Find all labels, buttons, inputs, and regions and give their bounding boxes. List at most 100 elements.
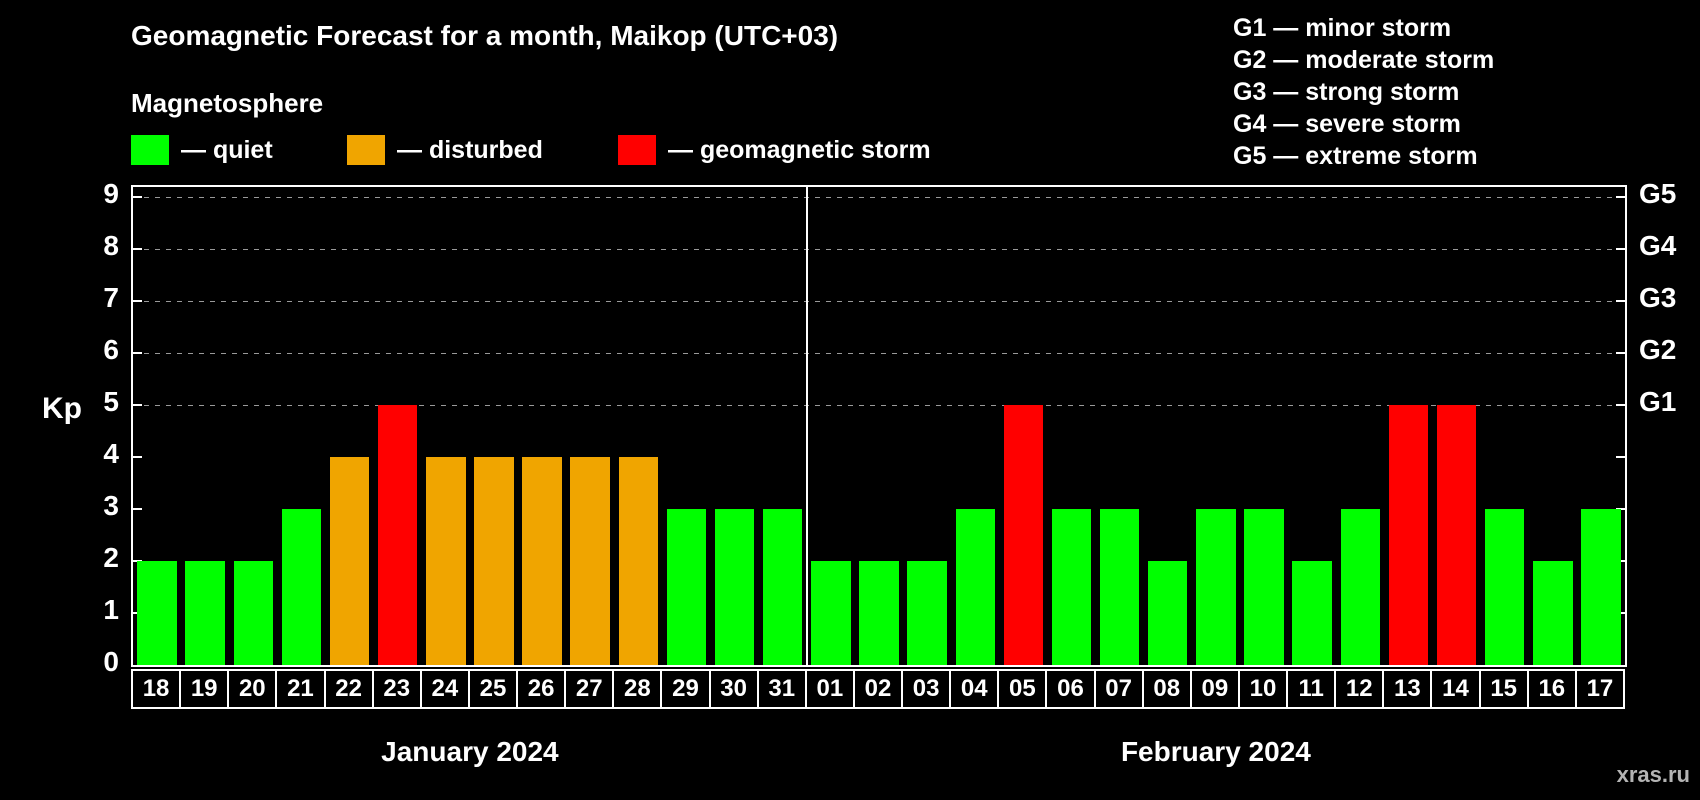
kp-bar-day-11: [1292, 561, 1332, 665]
kp-bar-day-21: [281, 509, 322, 665]
g-legend-line: G4 — severe storm: [1233, 110, 1461, 138]
day-label: 17: [1574, 669, 1625, 709]
g-legend-line: G1 — minor storm: [1233, 14, 1452, 42]
y-tick-label: 7: [103, 282, 119, 314]
gridline-kp-6: [133, 353, 1625, 355]
kp-bar-day-29: [666, 509, 707, 665]
kp-bar-day-24: [426, 457, 466, 665]
kp-bar-day-18: [137, 561, 177, 665]
month-separator: [805, 187, 808, 665]
g-scale-label: G4: [1639, 230, 1677, 262]
y-tick: [1616, 352, 1625, 355]
kp-bar-day-25: [474, 457, 514, 665]
day-label: 18: [131, 669, 182, 709]
y-tick: [133, 404, 142, 407]
y-tick: [133, 300, 142, 303]
y-tick: [133, 352, 142, 355]
day-label: 30: [708, 669, 759, 709]
y-tick: [133, 560, 142, 563]
kp-bar-day-30: [714, 509, 755, 665]
plot-area: [131, 185, 1627, 667]
day-label: 01: [804, 669, 855, 709]
day-label: 12: [1334, 669, 1385, 709]
y-tick-label: 0: [103, 646, 119, 677]
kp-bar-day-09: [1196, 509, 1236, 665]
kp-bar-day-12: [1340, 509, 1380, 665]
day-label: 04: [949, 669, 1000, 709]
y-tick-label: 5: [103, 386, 119, 418]
day-label: 03: [901, 669, 952, 709]
y-tick: [1616, 300, 1625, 303]
y-tick: [1616, 456, 1625, 459]
day-label: 09: [1189, 669, 1240, 709]
x-axis-day-labels: 18 19 20 21 22 23 24 25 26 27 28 29 30 31 01 02 03 04 05 06…: [131, 669, 1627, 709]
legend-swatch-quiet: [131, 135, 169, 165]
kp-bar-day-26: [522, 457, 562, 665]
y-tick: [133, 196, 142, 199]
y-tick-label: 3: [103, 490, 119, 522]
g-legend-line: G5 — extreme storm: [1233, 142, 1478, 170]
y-tick: [1616, 508, 1625, 511]
y-tick-label: 8: [103, 230, 119, 262]
kp-bar-day-31: [763, 509, 803, 665]
kp-bar-day-10: [1244, 509, 1284, 665]
day-label: 26: [516, 669, 567, 709]
day-label: 13: [1382, 669, 1433, 709]
kp-bar-day-02: [859, 561, 899, 665]
day-label: 08: [1141, 669, 1192, 709]
y-tick-label: 1: [103, 594, 119, 626]
kp-bar-day-23: [377, 405, 418, 665]
kp-bar-day-15: [1484, 509, 1525, 665]
kp-bar-day-03: [907, 561, 947, 665]
y-tick: [1616, 248, 1625, 251]
month-label: January 2024: [381, 736, 559, 767]
kp-bar-day-01: [811, 561, 851, 665]
chart-title: Geomagnetic Forecast for a month, Maikop…: [131, 20, 839, 51]
day-label: 21: [275, 669, 326, 709]
day-label: 11: [1286, 669, 1337, 709]
day-label: 10: [1237, 669, 1289, 709]
legend-item-disturbed: — disturbed: [347, 134, 543, 166]
kp-bar-day-13: [1388, 405, 1429, 665]
day-label: 07: [1093, 669, 1144, 709]
legend-swatch-storm: [618, 135, 656, 165]
kp-bar-day-17: [1581, 509, 1621, 665]
y-tick-label: 9: [103, 178, 119, 210]
y-tick: [1616, 196, 1625, 199]
day-label: 15: [1478, 669, 1529, 709]
y-tick-label: 4: [103, 438, 119, 470]
day-label: 29: [660, 669, 711, 709]
day-label: 02: [852, 669, 904, 709]
g-scale-label: G1: [1639, 386, 1677, 418]
day-label: 06: [1045, 669, 1096, 709]
day-label: 28: [612, 669, 663, 709]
day-label: 22: [323, 669, 374, 709]
kp-bar-day-16: [1533, 561, 1573, 665]
g-scale-label: G2: [1639, 334, 1677, 366]
day-label: 16: [1526, 669, 1577, 709]
y-tick: [133, 508, 142, 511]
y-tick: [133, 248, 142, 251]
day-label: 19: [179, 669, 230, 709]
day-label: 05: [997, 669, 1048, 709]
kp-bar-day-14: [1436, 405, 1477, 665]
legend-swatch-disturbed: [347, 135, 385, 165]
day-label: 14: [1430, 669, 1481, 709]
gridline-kp-5: [133, 405, 1625, 407]
y-tick-label: 6: [103, 334, 119, 366]
day-label: 20: [227, 669, 278, 709]
legend-item-quiet: — quiet: [131, 134, 273, 166]
g-legend-line: G3 — strong storm: [1233, 78, 1460, 106]
kp-bar-day-28: [618, 457, 659, 665]
g-scale-label: G3: [1639, 282, 1677, 314]
y-axis-title: Kp: [42, 392, 82, 425]
y-tick: [133, 456, 142, 459]
kp-bar-day-06: [1051, 509, 1092, 665]
watermark: xras.ru: [1616, 762, 1690, 787]
y-tick-label: 2: [103, 542, 119, 574]
month-label: February 2024: [1120, 736, 1311, 767]
legend-label-disturbed: — disturbed: [397, 135, 543, 164]
kp-bar-day-27: [570, 457, 610, 665]
day-label: 24: [419, 669, 470, 709]
g-scale-label: G5: [1639, 178, 1677, 210]
